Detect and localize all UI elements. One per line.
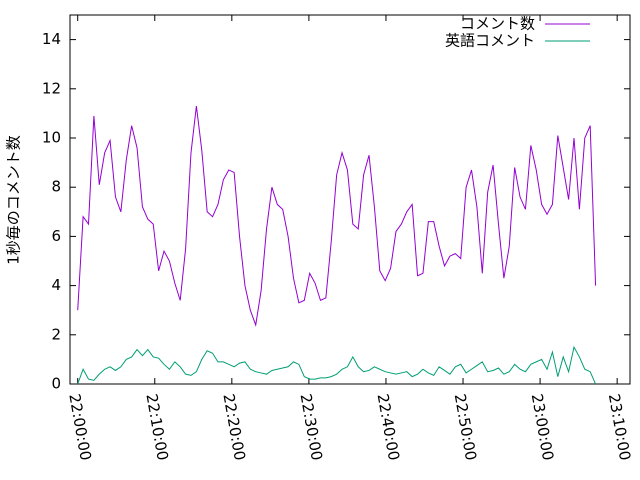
y-tick-label: 6 <box>51 227 61 245</box>
x-tick-label: 22:00:00 <box>65 392 94 461</box>
data-line <box>77 105 597 327</box>
legend-label: コメント数 <box>460 15 535 33</box>
data-line <box>77 345 597 385</box>
y-tick-label: 4 <box>51 276 61 294</box>
legend-label: 英語コメント <box>445 32 535 50</box>
y-tick-label: 12 <box>42 79 61 97</box>
y-tick-label: 8 <box>51 178 61 196</box>
x-tick-label: 22:20:00 <box>219 392 248 461</box>
x-tick-label: 23:10:00 <box>605 392 634 461</box>
x-tick-label: 22:30:00 <box>297 392 326 461</box>
y-tick-label: 10 <box>42 129 61 147</box>
y-tick-label: 14 <box>42 30 61 48</box>
x-tick-label: 22:50:00 <box>451 392 480 461</box>
y-tick-label: 2 <box>51 325 61 343</box>
y-tick-label: 0 <box>51 375 61 393</box>
x-tick-label: 22:10:00 <box>142 392 171 461</box>
y-axis-label: 1秒毎のコメント数 <box>5 135 23 265</box>
x-tick-label: 22:40:00 <box>374 392 403 461</box>
plot-frame <box>69 14 631 385</box>
x-tick-label: 23:00:00 <box>528 392 557 461</box>
